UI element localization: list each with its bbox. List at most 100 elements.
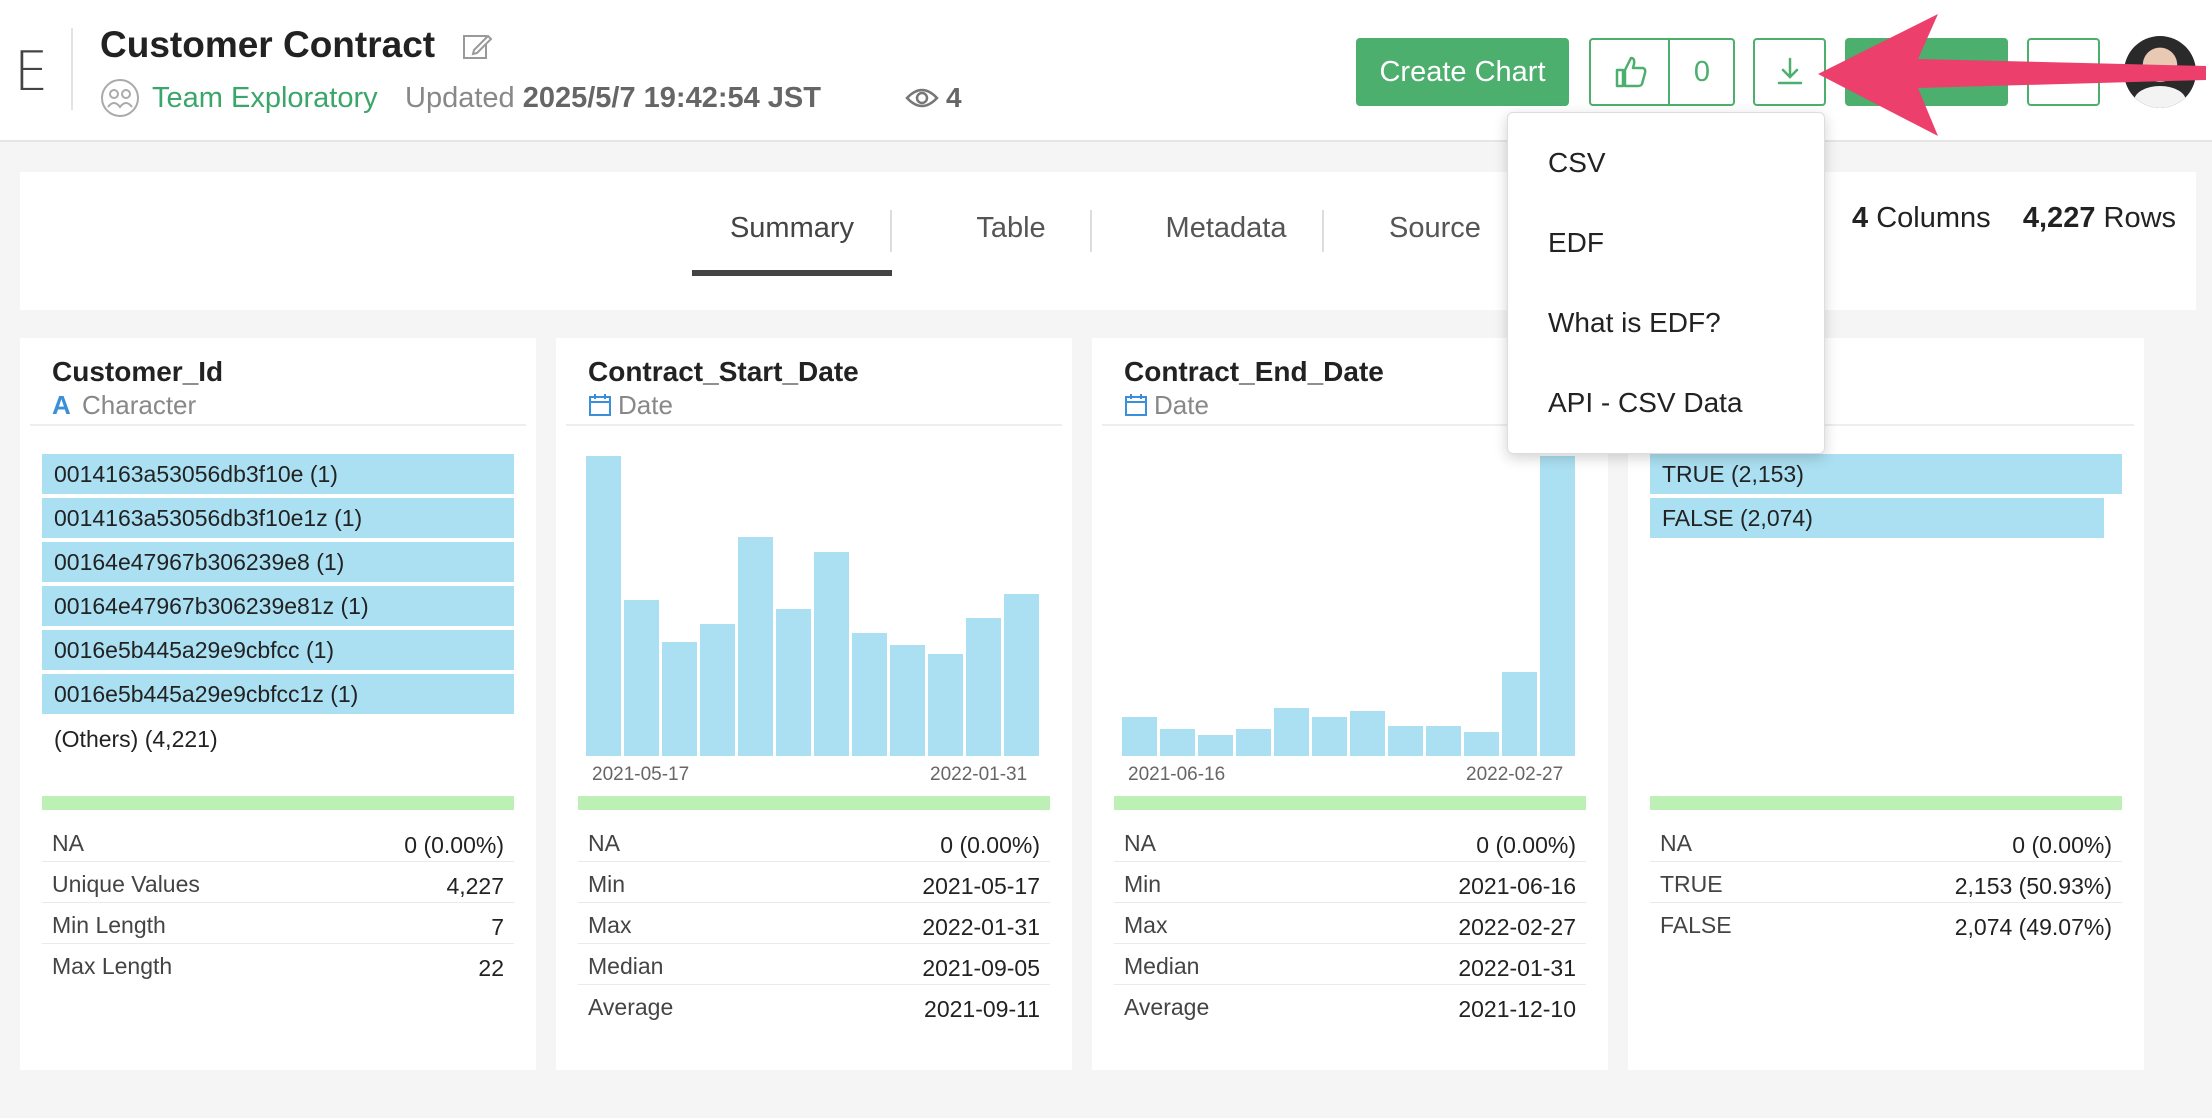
column-type: Date: [1124, 390, 1209, 421]
annotation-arrow: [1818, 14, 2206, 136]
edit-icon[interactable]: [460, 30, 494, 64]
calendar-icon: [1125, 394, 1147, 416]
value-bar[interactable]: 0014163a53056db3f10e1z (1): [42, 498, 514, 538]
histogram-bar[interactable]: [1426, 726, 1461, 756]
value-bar-true[interactable]: TRUE (2,153): [1650, 454, 2122, 494]
column-type: Date: [588, 390, 673, 421]
card-divider: [566, 424, 1062, 426]
histogram-bar[interactable]: [1274, 708, 1309, 756]
stat-row: Max 2022-02-27: [1114, 904, 1586, 944]
na-indicator-bar: [42, 796, 514, 810]
na-indicator-bar: [1650, 796, 2122, 810]
rows-count: 4,227: [2022, 202, 2096, 234]
card-divider: [30, 424, 526, 426]
histogram-bar[interactable]: [1198, 735, 1233, 756]
eye-icon: [905, 88, 939, 108]
stat-key: Min Length: [52, 912, 166, 938]
thumbs-up-icon: [1615, 56, 1647, 88]
tab-divider: [1090, 210, 1092, 252]
stat-row: Median 2022-01-31: [1114, 945, 1586, 985]
histogram-bar[interactable]: [1502, 672, 1537, 756]
value-bar-false[interactable]: FALSE (2,074): [1650, 498, 2104, 538]
tab-source[interactable]: Source: [1389, 212, 1481, 244]
column-card-contract-end-date: Contract_End_Date Date 2021-06-16 2022-0…: [1092, 338, 1608, 1070]
value-bar[interactable]: 00164e47967b306239e81z (1): [42, 586, 514, 626]
histogram-bar[interactable]: [662, 642, 697, 756]
updated-value: 2025/5/7 19:42:54 JST: [522, 82, 821, 114]
stat-value: 2021-09-05: [922, 955, 1040, 981]
column-name: Customer_Id: [52, 356, 224, 387]
histogram-bar[interactable]: [1312, 717, 1347, 756]
tab-metadata[interactable]: Metadata: [1165, 212, 1287, 244]
histogram-contract-end-date[interactable]: [1114, 438, 1586, 758]
download-button[interactable]: [1753, 38, 1826, 106]
dataset-stats: 4 Columns 4,227 Rows: [1852, 202, 2176, 235]
stat-row: FALSE 2,074 (49.07%): [1650, 904, 2122, 944]
stat-row: NA 0 (0.00%): [1650, 822, 2122, 862]
value-bar[interactable]: 0014163a53056db3f10e (1): [42, 454, 514, 494]
histogram-bar[interactable]: [1350, 711, 1385, 756]
histogram-bar[interactable]: [814, 552, 849, 756]
histogram-bar[interactable]: [852, 633, 887, 756]
value-bar[interactable]: 0016e5b445a29e9cbfcc (1): [42, 630, 514, 670]
histogram-bar[interactable]: [700, 624, 735, 756]
histogram-bar[interactable]: [586, 456, 621, 756]
stat-key: NA: [588, 830, 620, 856]
team-icon: [101, 79, 139, 117]
histogram-bar[interactable]: [928, 654, 963, 756]
stat-row: NA 0 (0.00%): [42, 822, 514, 862]
value-bar[interactable]: 00164e47967b306239e8 (1): [42, 542, 514, 582]
menu-item-csv[interactable]: CSV: [1548, 147, 1606, 178]
menu-item-edf[interactable]: EDF: [1548, 227, 1604, 258]
stat-row: Average 2021-12-10: [1114, 986, 1586, 1026]
stat-key: Max: [588, 912, 632, 938]
histogram-bar[interactable]: [1388, 726, 1423, 756]
stat-value: 0 (0.00%): [2012, 832, 2112, 858]
stat-row: Min Length 7: [42, 904, 514, 944]
histogram-bar[interactable]: [1236, 729, 1271, 756]
histogram-bar[interactable]: [966, 618, 1001, 756]
app-logo[interactable]: E: [14, 40, 49, 103]
team-link[interactable]: Team Exploratory: [152, 82, 378, 114]
column-card-customer-id: Customer_Id A Character 0014163a53056db3f…: [20, 338, 536, 1070]
column-name: Contract_End_Date: [1124, 356, 1384, 387]
histogram-bar[interactable]: [1540, 456, 1575, 756]
stat-key: Median: [1124, 953, 1200, 979]
histogram-bar[interactable]: [738, 537, 773, 756]
histogram-bar[interactable]: [624, 600, 659, 756]
menu-item-what-is-edf[interactable]: What is EDF?: [1548, 307, 1721, 338]
stat-value: 2,074 (49.07%): [1954, 914, 2112, 940]
axis-max-label: 2022-02-27: [1466, 764, 1564, 785]
histogram-contract-start-date[interactable]: [578, 438, 1050, 758]
value-bar[interactable]: 0016e5b445a29e9cbfcc1z (1): [42, 674, 514, 714]
stat-key: Min: [588, 871, 626, 897]
stat-value: 2021-05-17: [922, 873, 1040, 899]
create-chart-button[interactable]: Create Chart: [1356, 38, 1569, 106]
stat-row: Max Length 22: [42, 945, 514, 985]
tabs-panel: Summary Table Metadata Source 4 Columns …: [20, 172, 2196, 310]
histogram-bar[interactable]: [1464, 732, 1499, 756]
updated-timestamp: Updated 2025/5/7 19:42:54 JST: [405, 82, 821, 115]
histogram-bar[interactable]: [1160, 729, 1195, 756]
stat-row: TRUE 2,153 (50.93%): [1650, 863, 2122, 903]
column-card-logical: TRUE (2,153) FALSE (2,074) NA 0 (0.00%) T…: [1628, 338, 2144, 1070]
stat-value: 7: [491, 914, 504, 940]
histogram-bar[interactable]: [776, 609, 811, 756]
histogram-bar[interactable]: [1004, 594, 1039, 756]
card-divider: [1638, 424, 2134, 426]
histogram-bar[interactable]: [1122, 717, 1157, 756]
stat-value: 2022-02-27: [1458, 914, 1576, 940]
tab-summary[interactable]: Summary: [729, 212, 855, 244]
tab-table[interactable]: Table: [976, 212, 1046, 244]
stat-key: NA: [1660, 830, 1692, 856]
stat-key: TRUE: [1660, 871, 1723, 897]
stat-row: NA 0 (0.00%): [1114, 822, 1586, 862]
axis-min-label: 2021-05-17: [592, 764, 690, 785]
like-button[interactable]: 0: [1589, 38, 1735, 106]
stat-row: Unique Values 4,227: [42, 863, 514, 903]
menu-item-api-csv-data[interactable]: API - CSV Data: [1548, 387, 1743, 418]
updated-prefix: Updated: [405, 82, 515, 114]
histogram-bar[interactable]: [890, 645, 925, 756]
card-divider: [1102, 424, 1598, 426]
stat-value: 2021-12-10: [1458, 996, 1576, 1022]
